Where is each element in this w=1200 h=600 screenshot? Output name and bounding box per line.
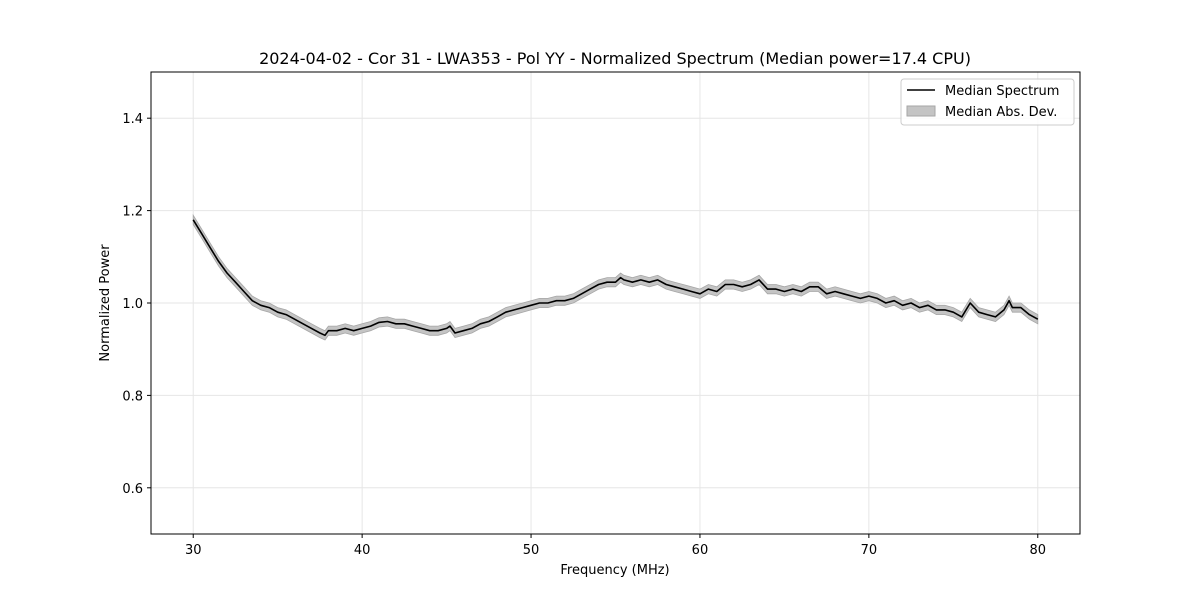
legend-band-swatch — [906, 105, 936, 117]
median-abs-dev-band — [192, 213, 1039, 341]
y-tick-label: 1.4 — [122, 112, 143, 127]
x-tick-label: 60 — [692, 543, 709, 558]
x-tick-label: 50 — [523, 543, 540, 558]
y-axis: 0.6 0.8 1.0 1.2 1.4 — [122, 112, 151, 497]
legend-median-spectrum: Median Spectrum — [945, 84, 1059, 99]
y-tick-label: 0.8 — [122, 389, 143, 404]
legend-median-abs-dev: Median Abs. Dev. — [945, 105, 1057, 120]
mad-band-layer — [192, 213, 1039, 341]
median-spectrum-layer — [192, 219, 1039, 337]
chart-title: 2024-04-02 - Cor 31 - LWA353 - Pol YY - … — [259, 49, 971, 68]
legend-box — [900, 78, 1075, 126]
y-axis-label: Normalized Power — [98, 244, 113, 362]
x-tick-label: 40 — [354, 543, 371, 558]
x-axis: 30 40 50 60 70 80 — [185, 534, 1046, 558]
x-tick-label: 30 — [185, 543, 202, 558]
y-tick-label: 1.2 — [122, 205, 143, 220]
x-tick-label: 70 — [861, 543, 878, 558]
y-tick-label: 1.0 — [122, 297, 143, 312]
median-spectrum-line — [192, 219, 1039, 337]
x-axis-label: Frequency (MHz) — [560, 563, 669, 578]
y-tick-label: 0.6 — [122, 482, 143, 497]
x-tick-label: 80 — [1029, 543, 1046, 558]
legend: Median Spectrum Median Abs. Dev. — [900, 78, 1075, 126]
grid — [151, 72, 1080, 534]
